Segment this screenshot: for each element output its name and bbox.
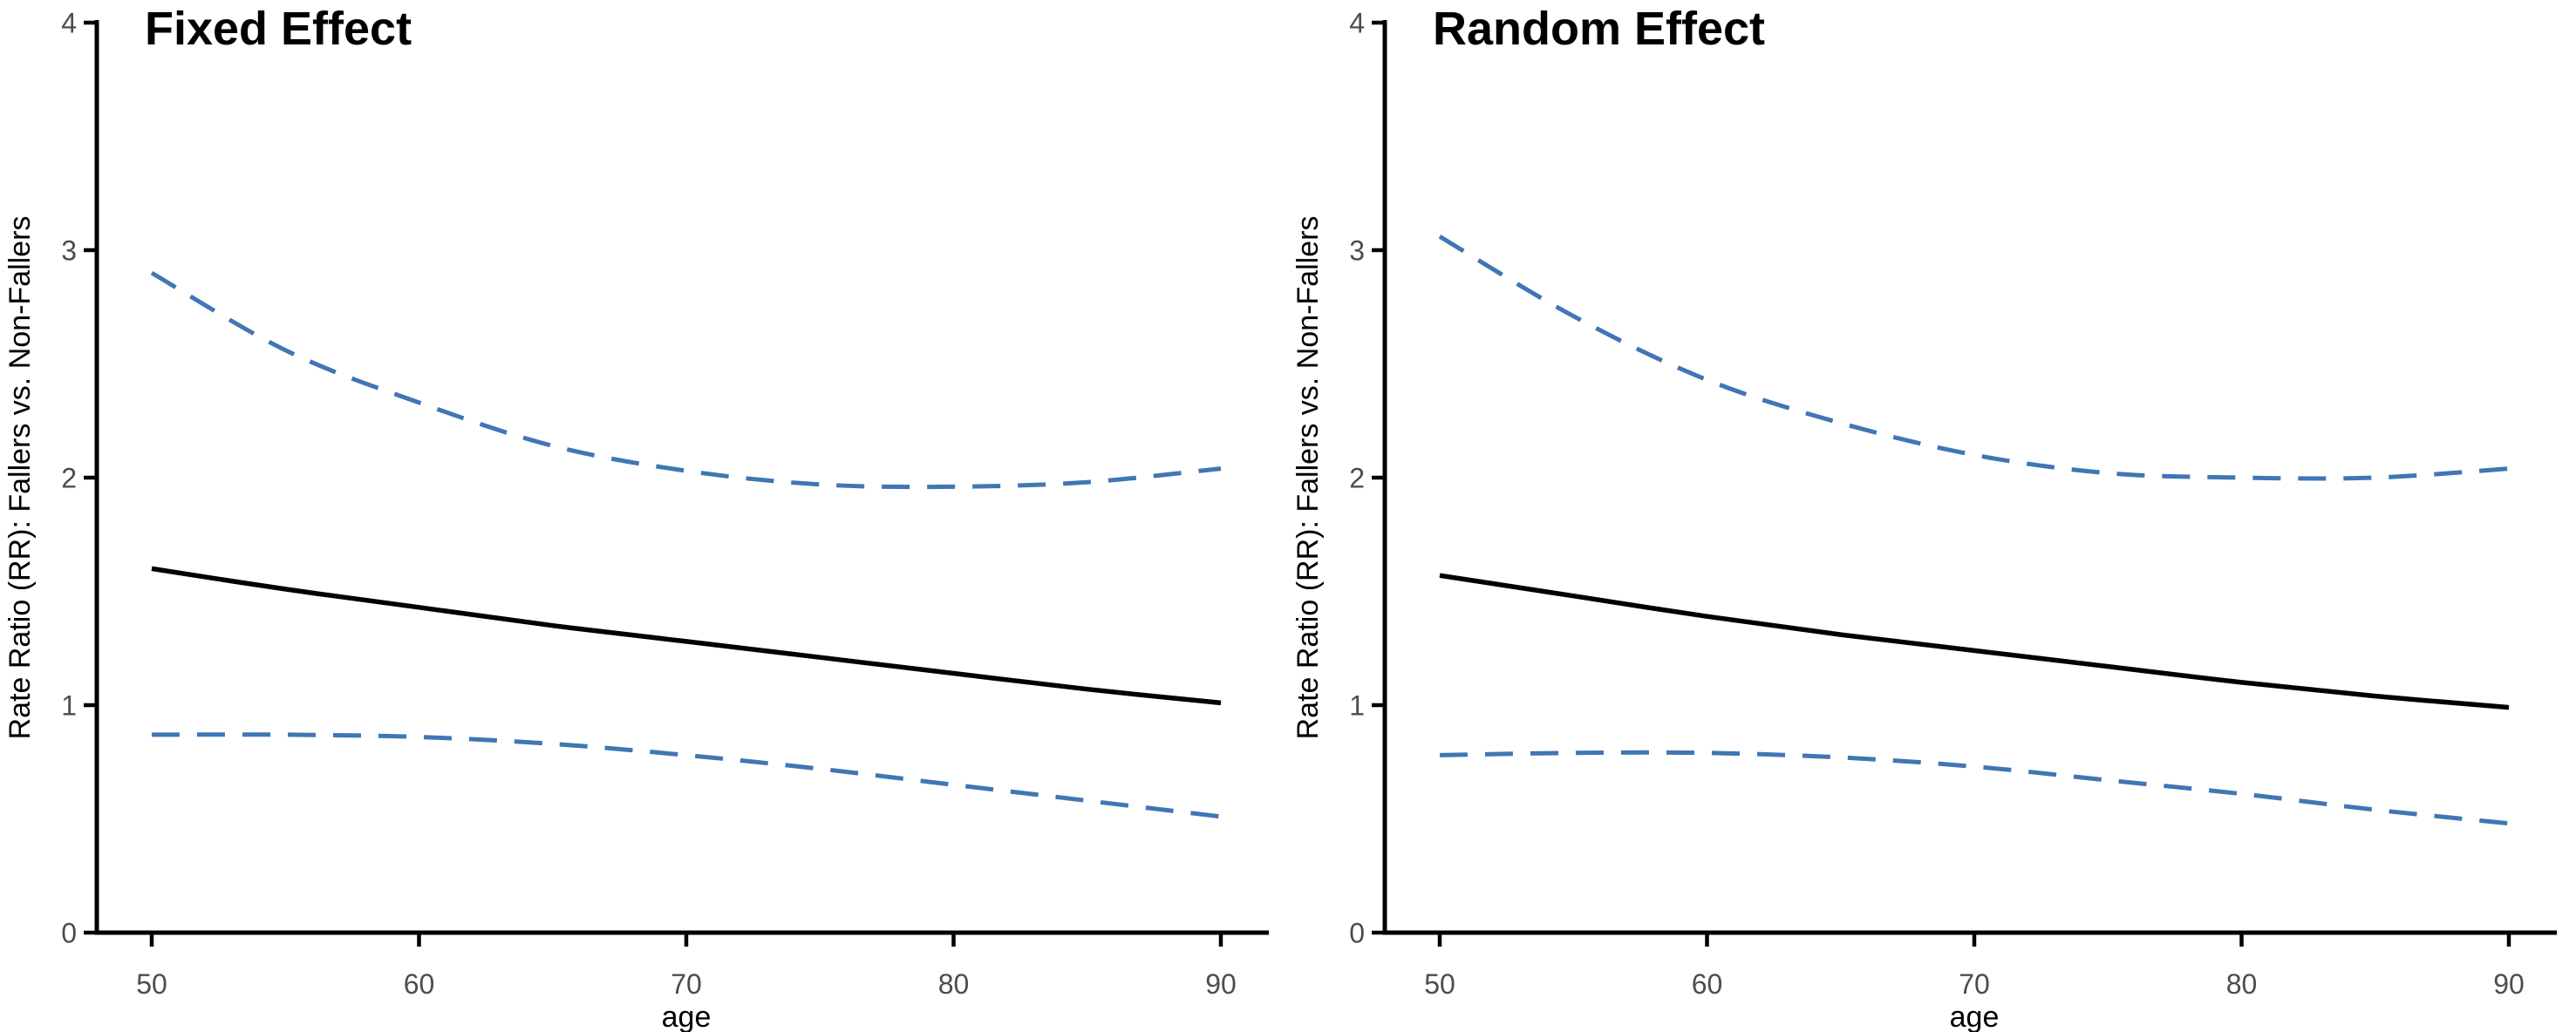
series-lower-95ci xyxy=(151,732,1222,819)
y-tick-label: 0 xyxy=(61,918,77,949)
y-tick-label: 4 xyxy=(61,8,77,39)
panel-title-random-effect: Random Effect xyxy=(1433,3,1766,55)
y-tick-label: 1 xyxy=(1349,690,1365,722)
y-tick-label: 1 xyxy=(61,690,77,722)
y-tick-label: 2 xyxy=(61,463,77,494)
y-tick-label: 0 xyxy=(1349,918,1365,949)
x-axis-title: age xyxy=(662,1001,712,1032)
x-tick-label: 90 xyxy=(2493,968,2525,1000)
x-axis-title: age xyxy=(1950,1001,2000,1032)
x-tick-label: 50 xyxy=(1424,968,1455,1000)
panel-fixed-effect: Fixed Effect 0 1 2 3 4 50 60 70 80 90 age Rate Rati… xyxy=(3,3,1269,1032)
y-axis-title: Rate Ratio (RR): Fallers vs. Non-Fallers xyxy=(3,216,37,740)
series-upper-95ci xyxy=(1438,234,2510,481)
y-tick-label: 3 xyxy=(61,235,77,267)
y-tick-label: 4 xyxy=(1349,8,1365,39)
y-tick-label: 2 xyxy=(1349,463,1365,494)
series-rate-ratio-estimate xyxy=(151,566,1222,706)
panel-random-effect: Random Effect 0 1 2 3 4 50 60 70 80 90 age Rate Rat… xyxy=(1288,0,2576,1032)
series-upper-95ci xyxy=(150,270,1222,490)
y-tick-label: 3 xyxy=(1349,235,1365,267)
fixed-effect-chart: 0 1 2 3 4 50 60 70 80 90 age Rate Ratio (RR): Falle… xyxy=(3,8,1269,1032)
series-lower-95ci xyxy=(1439,750,2510,826)
x-tick-label: 80 xyxy=(2226,968,2258,1000)
panel-title-fixed-effect: Fixed Effect xyxy=(145,3,412,55)
x-tick-label: 70 xyxy=(671,968,702,1000)
x-tick-label: 70 xyxy=(1959,968,1990,1000)
random-effect-chart: 0 1 2 3 4 50 60 70 80 90 age Rate Ratio (RR): Falle… xyxy=(1291,8,2557,1032)
x-tick-label: 90 xyxy=(1205,968,1237,1000)
x-tick-label: 60 xyxy=(1692,968,1723,1000)
x-tick-label: 80 xyxy=(938,968,970,1000)
y-axis-title: Rate Ratio (RR): Fallers vs. Non-Fallers xyxy=(1291,216,1325,740)
x-tick-label: 60 xyxy=(404,968,435,1000)
x-tick-label: 50 xyxy=(136,968,167,1000)
series-rate-ratio-estimate xyxy=(1439,573,2510,710)
